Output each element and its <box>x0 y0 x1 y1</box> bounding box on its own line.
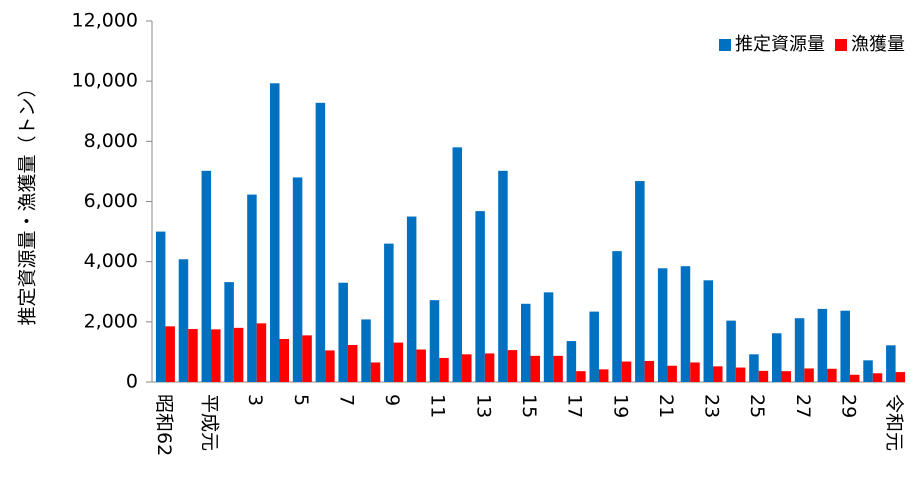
bar <box>703 280 714 382</box>
bar <box>667 365 677 382</box>
bar <box>827 368 837 382</box>
bar <box>462 354 472 382</box>
bar <box>895 372 906 382</box>
bar <box>302 335 312 382</box>
bar <box>863 360 873 382</box>
bar <box>429 300 440 382</box>
x-tick-label: 15 <box>518 394 540 418</box>
bar <box>315 102 326 383</box>
bar <box>393 342 404 382</box>
bar <box>416 349 426 382</box>
x-tick-label: 21 <box>655 394 677 418</box>
bar <box>644 360 655 382</box>
x-tick-label: 27 <box>792 394 814 418</box>
x-tick-label: 9 <box>381 394 403 406</box>
bar <box>817 308 828 382</box>
bar <box>270 83 280 383</box>
y-tick-label: 12,000 <box>72 10 138 32</box>
bar <box>794 318 805 382</box>
y-tick-label: 8,000 <box>84 130 138 152</box>
bar <box>772 333 782 382</box>
bar <box>749 354 759 382</box>
bar <box>566 341 577 382</box>
bar <box>576 371 586 382</box>
bar <box>233 327 244 382</box>
x-tick-label: 7 <box>335 394 357 406</box>
bar <box>256 323 267 382</box>
y-tick-label: 2,000 <box>84 310 138 332</box>
bar <box>635 181 645 382</box>
bar <box>543 292 554 382</box>
bar <box>178 259 189 382</box>
bar <box>325 350 335 382</box>
bar <box>188 329 198 382</box>
x-tick-label: 令和元 <box>883 394 905 451</box>
legend-label: 漁獲量 <box>851 34 905 55</box>
x-tick-label: 5 <box>290 394 312 406</box>
bar <box>507 350 518 382</box>
legend-label: 推定資源量 <box>735 34 825 55</box>
bar <box>452 147 463 382</box>
x-tick-label: 昭和62 <box>153 394 175 456</box>
bar <box>781 371 791 382</box>
bar <box>758 370 769 382</box>
bar <box>735 367 746 382</box>
y-tick-label: 10,000 <box>72 70 138 92</box>
bar <box>361 319 371 382</box>
x-tick-label: 23 <box>701 394 723 418</box>
bar <box>680 266 691 382</box>
bar <box>475 211 485 382</box>
bar <box>224 282 234 382</box>
bar <box>155 231 166 382</box>
bar <box>849 374 860 382</box>
bar <box>292 177 303 382</box>
bar <box>165 326 175 382</box>
bar <box>521 303 531 382</box>
legend-swatch <box>835 39 847 51</box>
bar <box>589 311 599 382</box>
bar <box>484 353 495 382</box>
bar <box>726 320 736 382</box>
bar <box>347 344 358 382</box>
bar <box>840 310 850 382</box>
bar <box>804 368 814 382</box>
bar <box>406 216 417 382</box>
y-tick-label: 0 <box>126 371 138 393</box>
bar <box>211 329 221 382</box>
x-tick-label: 13 <box>472 394 494 418</box>
x-tick-label: 29 <box>837 394 859 418</box>
bar <box>247 194 257 382</box>
bar <box>439 357 449 382</box>
bar <box>279 338 289 382</box>
bar <box>370 362 381 382</box>
x-tick-label: 平成元 <box>199 394 221 451</box>
y-tick-label: 6,000 <box>84 190 138 212</box>
x-tick-label: 17 <box>564 394 586 418</box>
y-tick-label: 4,000 <box>84 250 138 272</box>
x-tick-label: 3 <box>244 394 266 406</box>
y-axis-label: 推定資源量・漁獲量（トン） <box>17 78 39 325</box>
x-tick-label: 11 <box>427 394 449 418</box>
bar <box>498 170 508 382</box>
bar <box>530 355 540 382</box>
legend-swatch <box>719 39 731 51</box>
bar <box>621 361 632 382</box>
bar <box>598 369 609 382</box>
bar <box>612 251 622 382</box>
bar <box>690 362 700 382</box>
bar <box>657 268 668 382</box>
bar <box>886 345 896 382</box>
bar <box>872 373 883 382</box>
bar <box>713 366 723 382</box>
bar <box>553 355 563 382</box>
bar <box>338 282 348 382</box>
bar <box>201 170 212 382</box>
bar <box>384 243 394 382</box>
x-tick-label: 19 <box>609 394 631 418</box>
x-tick-label: 25 <box>746 394 768 418</box>
